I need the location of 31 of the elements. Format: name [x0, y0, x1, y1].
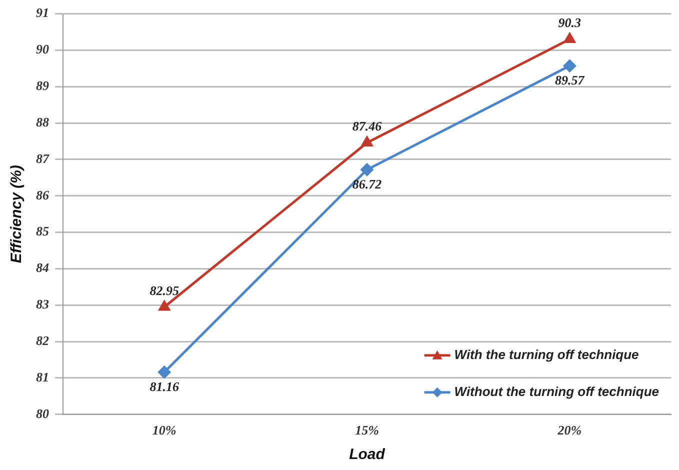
- point: [361, 136, 373, 146]
- data-label: 87.46: [352, 118, 382, 134]
- y-tick-label: 82: [36, 332, 50, 348]
- point: [564, 33, 576, 44]
- y-tick-label: 81: [36, 369, 49, 384]
- data-label: 81.16: [150, 379, 180, 394]
- y-tick-label: 80: [36, 406, 50, 421]
- y-tick-label: 88: [36, 114, 50, 130]
- x-tick-label: 10%: [152, 422, 176, 438]
- x-axis-title: Load: [349, 446, 386, 464]
- y-tick-label: 83: [36, 296, 50, 312]
- point: [563, 60, 576, 72]
- y-tick-label: 85: [36, 224, 50, 239]
- point: [158, 300, 170, 311]
- data-label: 90.3: [558, 15, 582, 30]
- y-tick-label: 86: [36, 187, 50, 202]
- y-tick-label: 89: [36, 78, 50, 93]
- y-tick-label: 91: [36, 5, 49, 20]
- data-label: 86.72: [352, 176, 382, 192]
- x-tick-label: 20%: [556, 422, 582, 438]
- point: [360, 163, 374, 176]
- point: [158, 366, 171, 378]
- x-tick-label: 15%: [355, 422, 380, 438]
- legend-label: With the turning off technique: [454, 346, 639, 362]
- legend-label: Without the turning off technique: [454, 384, 659, 399]
- data-label: 89.57: [555, 72, 585, 88]
- y-tick-label: 87: [36, 150, 50, 166]
- y-tick-label: 90: [36, 42, 50, 57]
- y-tick-label: 84: [36, 260, 50, 276]
- data-label: 82.95: [150, 282, 180, 298]
- y-axis-title: Efficiency (%): [8, 165, 26, 264]
